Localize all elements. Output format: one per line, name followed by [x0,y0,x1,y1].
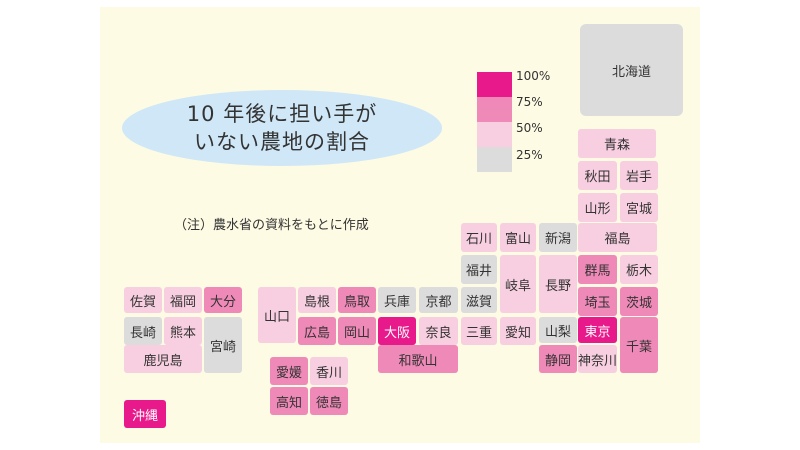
prefecture-kanagawa: 神奈川 [578,345,617,373]
prefecture-miyagi: 宮城 [620,193,658,222]
prefecture-gifu: 岐阜 [500,255,536,313]
prefecture-nagano: 長野 [539,255,577,313]
legend-swatch-50 [477,122,512,147]
prefecture-shizuoka: 静岡 [539,345,577,373]
legend-swatch-100 [477,72,512,97]
prefecture-niigata: 新潟 [539,223,577,252]
prefecture-aomori: 青森 [578,129,656,158]
legend-label-100: 100% [516,69,551,83]
title-line-2: いない農地の割合 [194,130,370,154]
prefecture-kagoshima: 鹿児島 [124,345,202,373]
prefecture-saitama: 埼玉 [578,287,617,316]
prefecture-gunma: 群馬 [578,255,617,284]
title-line-1: 10 年後に担い手が [186,102,378,126]
prefecture-oita: 大分 [204,287,242,313]
prefecture-kyoto: 京都 [419,287,458,313]
prefecture-kagawa: 香川 [310,357,348,385]
prefecture-tokyo: 東京 [578,317,617,343]
prefecture-aichi: 愛知 [500,317,536,345]
prefecture-osaka: 大阪 [378,317,416,345]
prefecture-ishikawa: 石川 [461,223,497,252]
legend-label-75: 75% [516,95,543,109]
prefecture-miyazaki: 宮崎 [204,317,242,373]
prefecture-kochi: 高知 [270,387,308,415]
prefecture-hyogo: 兵庫 [378,287,416,313]
legend-label-50: 50% [516,121,543,135]
prefecture-wakayama: 和歌山 [378,345,458,373]
prefecture-tottori: 鳥取 [338,287,376,313]
prefecture-mie: 三重 [461,317,497,345]
prefecture-yamagata: 山形 [578,193,617,222]
legend-swatch-25 [477,147,512,172]
prefecture-okinawa: 沖縄 [124,400,166,428]
source-note: （注）農水省の資料をもとに作成 [174,218,369,233]
prefecture-iwate: 岩手 [620,161,658,190]
title-bubble: 10 年後に担い手が いない農地の割合 [122,90,442,166]
prefecture-shiga: 滋賀 [461,287,497,313]
prefecture-nara: 奈良 [419,317,458,345]
prefecture-tokushima: 徳島 [310,387,348,415]
prefecture-yamaguchi: 山口 [258,287,296,343]
prefecture-ehime: 愛媛 [270,357,308,385]
prefecture-fukushima: 福島 [578,223,657,252]
prefecture-fukui: 福井 [461,255,497,284]
prefecture-ibaraki: 茨城 [620,287,658,316]
prefecture-hiroshima: 広島 [298,317,336,345]
prefecture-okayama: 岡山 [338,317,376,345]
legend-label-25: 25% [516,148,543,162]
prefecture-yamanashi: 山梨 [539,317,577,343]
prefecture-nagasaki: 長崎 [124,317,162,345]
prefecture-toyama: 富山 [500,223,536,252]
prefecture-chiba: 千葉 [620,317,658,373]
prefecture-shimane: 島根 [298,287,336,313]
prefecture-kumamoto: 熊本 [164,317,202,345]
prefecture-akita: 秋田 [578,161,617,190]
legend-swatch-75 [477,97,512,122]
prefecture-hokkaido: 北海道 [580,24,683,116]
prefecture-tochigi: 栃木 [620,255,658,284]
prefecture-saga: 佐賀 [124,287,162,313]
prefecture-fukuoka: 福岡 [164,287,202,313]
